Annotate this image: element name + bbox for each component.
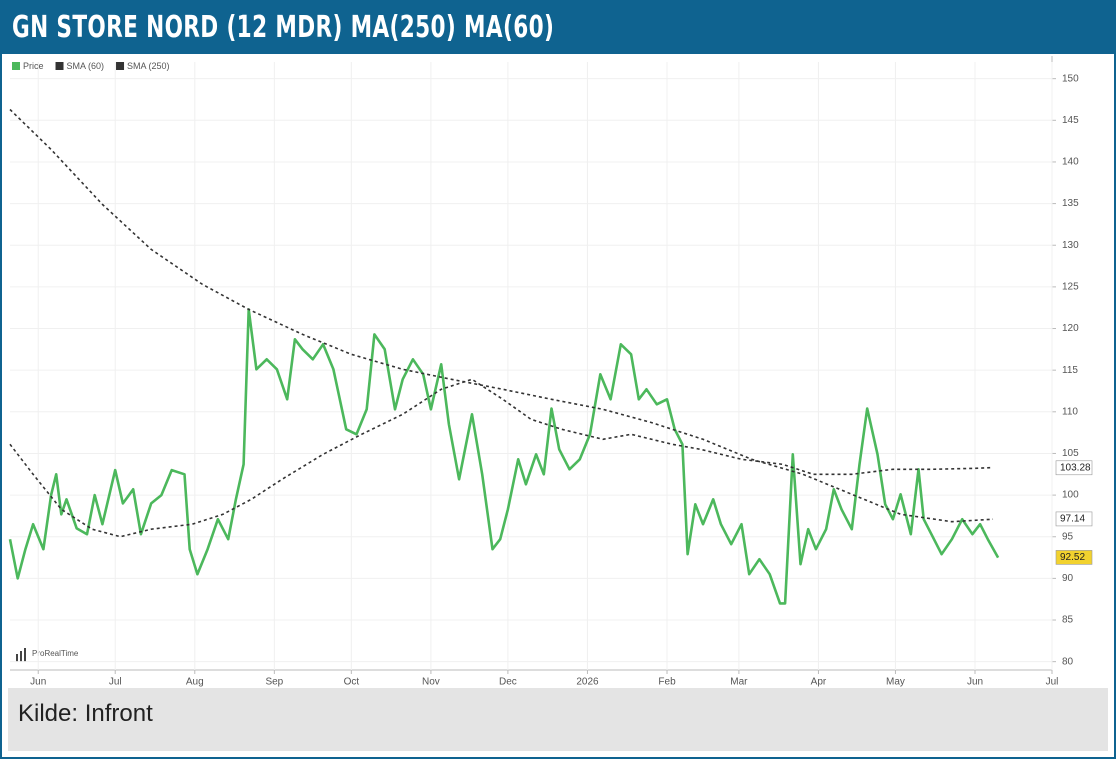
x-tick-label: Feb — [658, 677, 676, 688]
watermark: ProRealTime — [16, 648, 79, 662]
header-title: GN STORE NORD (12 MDR) MA(250) MA(60) — [12, 10, 555, 45]
legend-label: SMA (250) — [127, 61, 170, 71]
legend-label: SMA (60) — [67, 61, 105, 71]
y-tick-label: 100 — [1062, 490, 1079, 501]
x-tick-label: Sep — [265, 677, 283, 688]
y-tick-label: 80 — [1062, 656, 1074, 667]
x-tick-label: May — [886, 677, 905, 688]
legend-swatch — [116, 62, 125, 70]
y-tick-label: 105 — [1062, 448, 1079, 459]
value-tag-label: 92.52 — [1060, 552, 1085, 563]
y-tick-label: 135 — [1062, 198, 1079, 209]
x-tick-label: Jul — [109, 677, 122, 688]
y-tick-label: 150 — [1062, 73, 1079, 84]
header-bar: GN STORE NORD (12 MDR) MA(250) MA(60) — [2, 2, 1114, 54]
watermark-text: ProRealTime — [32, 649, 79, 658]
y-tick-label: 140 — [1062, 157, 1079, 168]
y-tick-label: 90 — [1062, 573, 1074, 584]
x-tick-label: Nov — [422, 677, 440, 688]
y-tick-label: 85 — [1062, 615, 1074, 626]
value-tag-label: 97.14 — [1060, 514, 1085, 525]
y-tick-label: 115 — [1062, 365, 1078, 376]
legend-swatch — [12, 62, 20, 70]
footer: Kilde: Infront — [8, 688, 1108, 751]
x-tick-label: Oct — [344, 677, 360, 688]
y-tick-label: 125 — [1062, 282, 1079, 293]
x-tick-label: Aug — [186, 677, 204, 688]
source: Kilde: Infront — [18, 700, 153, 727]
y-tick-label: 110 — [1062, 406, 1078, 417]
x-tick-label: Jul — [1046, 677, 1059, 688]
price-line — [8, 308, 1000, 605]
plot-background — [8, 56, 1108, 688]
x-tick-label: Jun — [967, 677, 983, 688]
value-tag — [1055, 460, 1093, 476]
y-tick-label: 130 — [1062, 240, 1079, 251]
x-tick-label: Dec — [499, 677, 517, 688]
x-tick-label: Apr — [811, 677, 827, 688]
legend-swatch — [55, 62, 64, 70]
y-tick-label: 120 — [1062, 323, 1079, 334]
value-tag-label: 103.28 — [1060, 462, 1091, 473]
y-tick-label: 95 — [1062, 531, 1074, 542]
value-tag — [1055, 511, 1093, 527]
x-tick-label: 2026 — [576, 677, 599, 688]
x-tick-label: Mar — [730, 677, 748, 688]
x-tick-label: Jun — [30, 677, 46, 688]
value-tag — [1055, 550, 1093, 565]
legend-label: Price — [23, 61, 44, 71]
sma-line — [9, 378, 994, 538]
chart: ProRealTime 80 85 90 95 100 105 110 115 120 125 13… — [8, 56, 1108, 688]
y-tick-label: 145 — [1062, 115, 1079, 126]
